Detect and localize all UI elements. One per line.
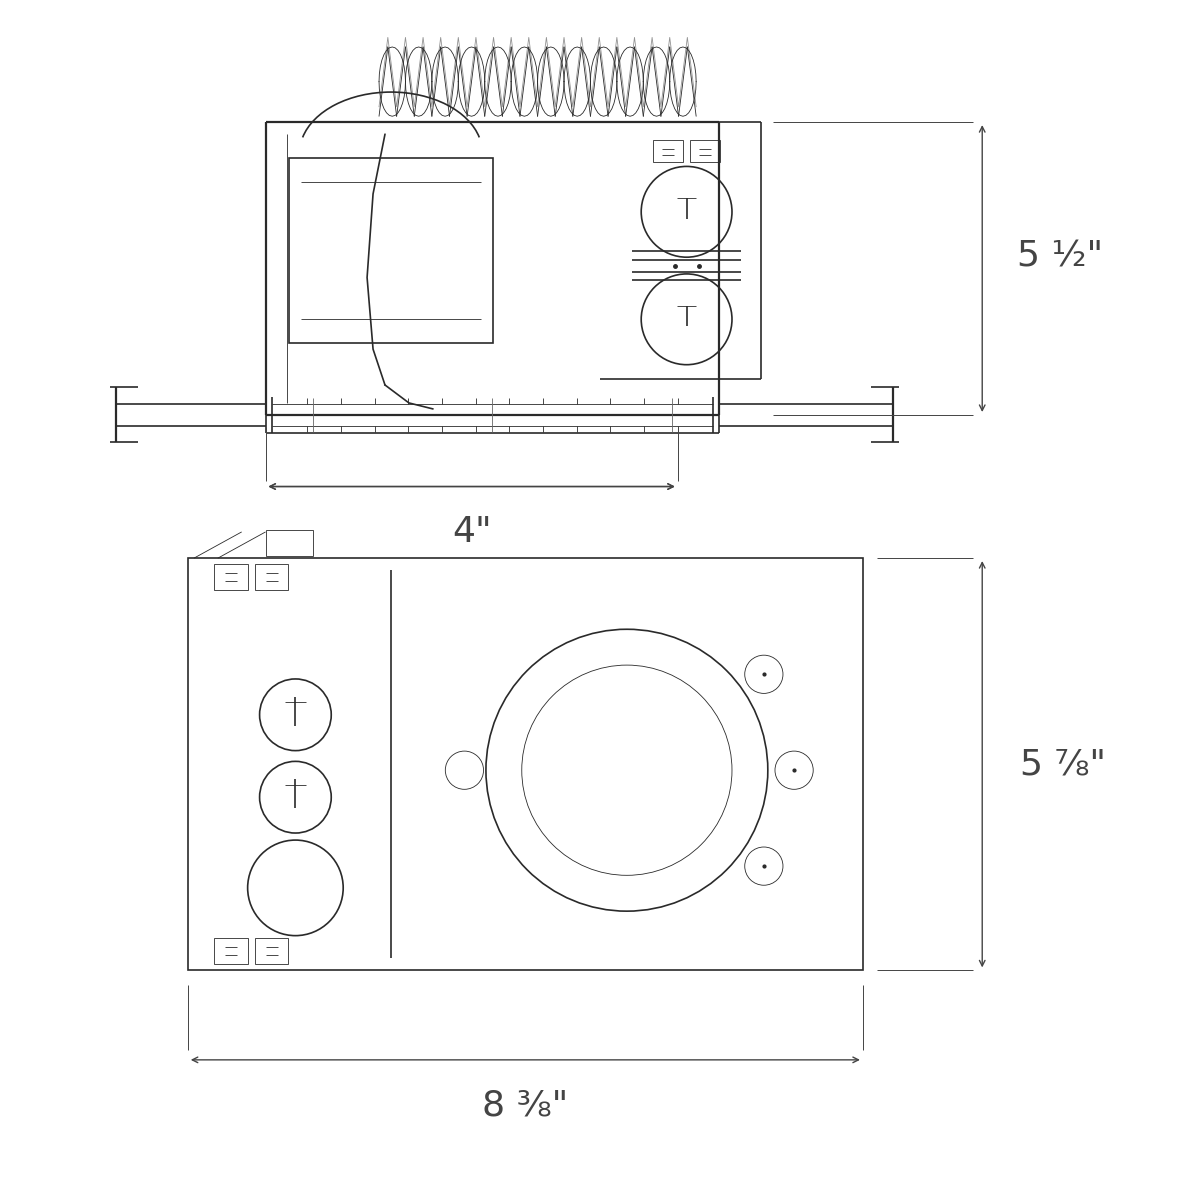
Bar (265, 529, 313, 556)
Bar (254, 938, 288, 965)
Bar (188, 558, 863, 971)
Text: 8 ⅜": 8 ⅜" (482, 1088, 569, 1122)
Bar (214, 564, 247, 590)
Text: 5 ½": 5 ½" (1016, 240, 1103, 274)
Bar (653, 140, 683, 162)
Bar (690, 140, 720, 162)
Bar (214, 938, 247, 965)
Bar (254, 564, 288, 590)
Bar (289, 158, 492, 343)
Text: 5 ⅞": 5 ⅞" (1020, 748, 1106, 781)
Text: 4": 4" (451, 515, 492, 548)
